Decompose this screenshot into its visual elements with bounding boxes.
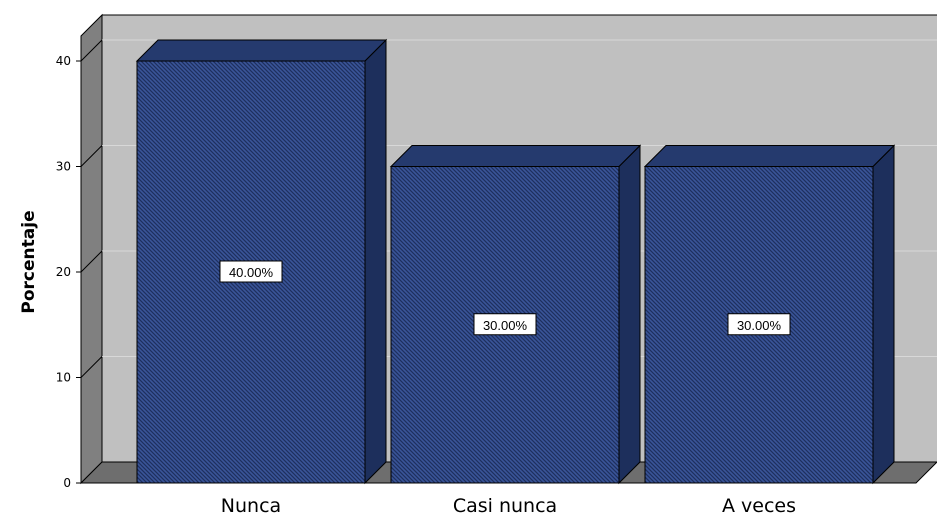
x-category-label: Nunca (221, 495, 281, 517)
y-axis-ticks: 0 10 20 30 40 (56, 54, 81, 490)
bar-top (135, 39, 388, 62)
data-label-box (727, 313, 791, 336)
side-wall-tick-line (80, 356, 103, 378)
y-tick-label: 10 (56, 371, 71, 385)
data-label: 40.00% (219, 260, 283, 283)
data-label-text: 30.00% (737, 318, 782, 333)
side-wall (80, 13, 103, 485)
y-tick-label: 40 (56, 54, 71, 68)
data-label: 30.00% (727, 313, 791, 336)
y-tick-label: 30 (56, 160, 71, 174)
bar-top (389, 145, 642, 167)
x-category-label: Casi nunca (453, 495, 557, 517)
bar-top (643, 145, 896, 167)
bar-side (872, 144, 895, 485)
y-tick-label: 20 (56, 265, 71, 279)
bar-side (618, 144, 641, 485)
data-label-box (473, 313, 537, 336)
data-label-text: 40.00% (229, 265, 274, 280)
bar-side (364, 38, 387, 485)
x-axis-categories: Nunca Casi nunca A veces (221, 495, 796, 517)
side-wall-tick-line (80, 39, 103, 62)
bar-1 (135, 38, 388, 485)
x-category-label: A veces (722, 495, 796, 517)
data-label: 30.00% (473, 313, 537, 336)
data-label-box (219, 260, 283, 283)
data-label-text: 30.00% (483, 318, 528, 333)
side-wall-tick-line (80, 145, 103, 167)
y-axis-label: Porcentaje (19, 210, 39, 313)
y-tick-label: 0 (63, 476, 71, 490)
data-labels: 40.00% 30.00% 30.00% (219, 260, 791, 336)
side-wall-tick-line (80, 250, 103, 273)
